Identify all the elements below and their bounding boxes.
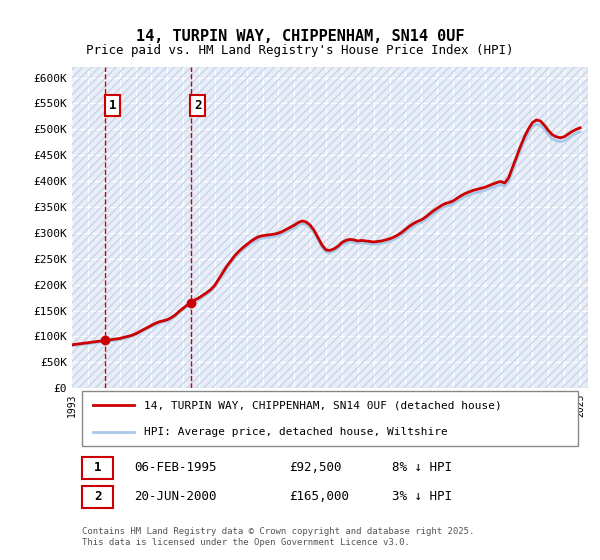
Text: 20-JUN-2000: 20-JUN-2000: [134, 491, 217, 503]
Text: 14, TURPIN WAY, CHIPPENHAM, SN14 0UF (detached house): 14, TURPIN WAY, CHIPPENHAM, SN14 0UF (de…: [144, 400, 502, 410]
Text: £165,000: £165,000: [289, 491, 349, 503]
Text: 1: 1: [109, 99, 116, 112]
Text: 2: 2: [194, 99, 201, 112]
Text: 2: 2: [94, 491, 101, 503]
Text: 3% ↓ HPI: 3% ↓ HPI: [392, 491, 452, 503]
Text: Price paid vs. HM Land Registry's House Price Index (HPI): Price paid vs. HM Land Registry's House …: [86, 44, 514, 57]
Text: 8% ↓ HPI: 8% ↓ HPI: [392, 461, 452, 474]
FancyBboxPatch shape: [82, 486, 113, 508]
Text: HPI: Average price, detached house, Wiltshire: HPI: Average price, detached house, Wilt…: [144, 427, 448, 437]
FancyBboxPatch shape: [72, 67, 588, 388]
FancyBboxPatch shape: [82, 457, 113, 479]
Text: 06-FEB-1995: 06-FEB-1995: [134, 461, 217, 474]
Text: Contains HM Land Registry data © Crown copyright and database right 2025.
This d: Contains HM Land Registry data © Crown c…: [82, 528, 475, 547]
Text: 1: 1: [94, 461, 101, 474]
FancyBboxPatch shape: [82, 391, 578, 446]
Text: 14, TURPIN WAY, CHIPPENHAM, SN14 0UF: 14, TURPIN WAY, CHIPPENHAM, SN14 0UF: [136, 29, 464, 44]
Text: £92,500: £92,500: [289, 461, 341, 474]
